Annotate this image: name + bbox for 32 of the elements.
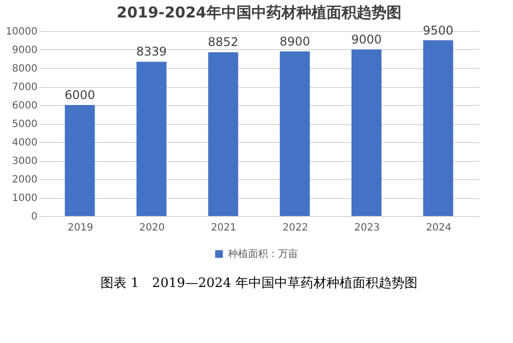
bar — [352, 50, 382, 216]
x-tick-label: 2019 — [68, 222, 94, 234]
x-tick-label: 2023 — [354, 222, 380, 234]
y-tick-label: 0 — [31, 212, 38, 222]
bar — [280, 51, 310, 216]
data-label: 9500 — [422, 23, 454, 38]
data-label: 8852 — [208, 35, 238, 50]
y-tick-label: 3000 — [12, 156, 38, 167]
legend-label: 种植面积：万亩 — [228, 248, 298, 260]
y-tick-label: 6000 — [12, 100, 38, 112]
y-tick-label: 1000 — [12, 193, 38, 204]
bar — [208, 52, 238, 216]
bar — [423, 40, 454, 216]
y-tick-label: 2000 — [12, 174, 38, 186]
x-tick-label: 2020 — [139, 222, 165, 234]
chart-title: 2019-2024年中国中药材种植面积趋势图 — [116, 3, 402, 22]
bar — [136, 62, 166, 216]
y-tick-label: 9000 — [12, 45, 38, 56]
x-tick-label: 2021 — [210, 222, 236, 234]
y-tick-label: 5000 — [12, 119, 38, 130]
text: 图表 1 2019—2024 年中国中草药材种植面积趋势图 — [100, 276, 418, 291]
y-tick-label: 7000 — [12, 82, 38, 93]
data-label: 8900 — [280, 34, 310, 48]
data-label: 9000 — [351, 32, 382, 46]
data-label: 8339 — [136, 44, 167, 59]
data-label: 6000 — [64, 88, 96, 102]
x-tick-label: 2024 — [426, 222, 452, 234]
bar — [64, 105, 95, 216]
y-tick-label: 8000 — [12, 64, 38, 74]
y-tick-label: 10000 — [6, 26, 38, 38]
x-tick-label: 2022 — [282, 222, 308, 234]
y-tick-label: 4000 — [12, 138, 38, 148]
